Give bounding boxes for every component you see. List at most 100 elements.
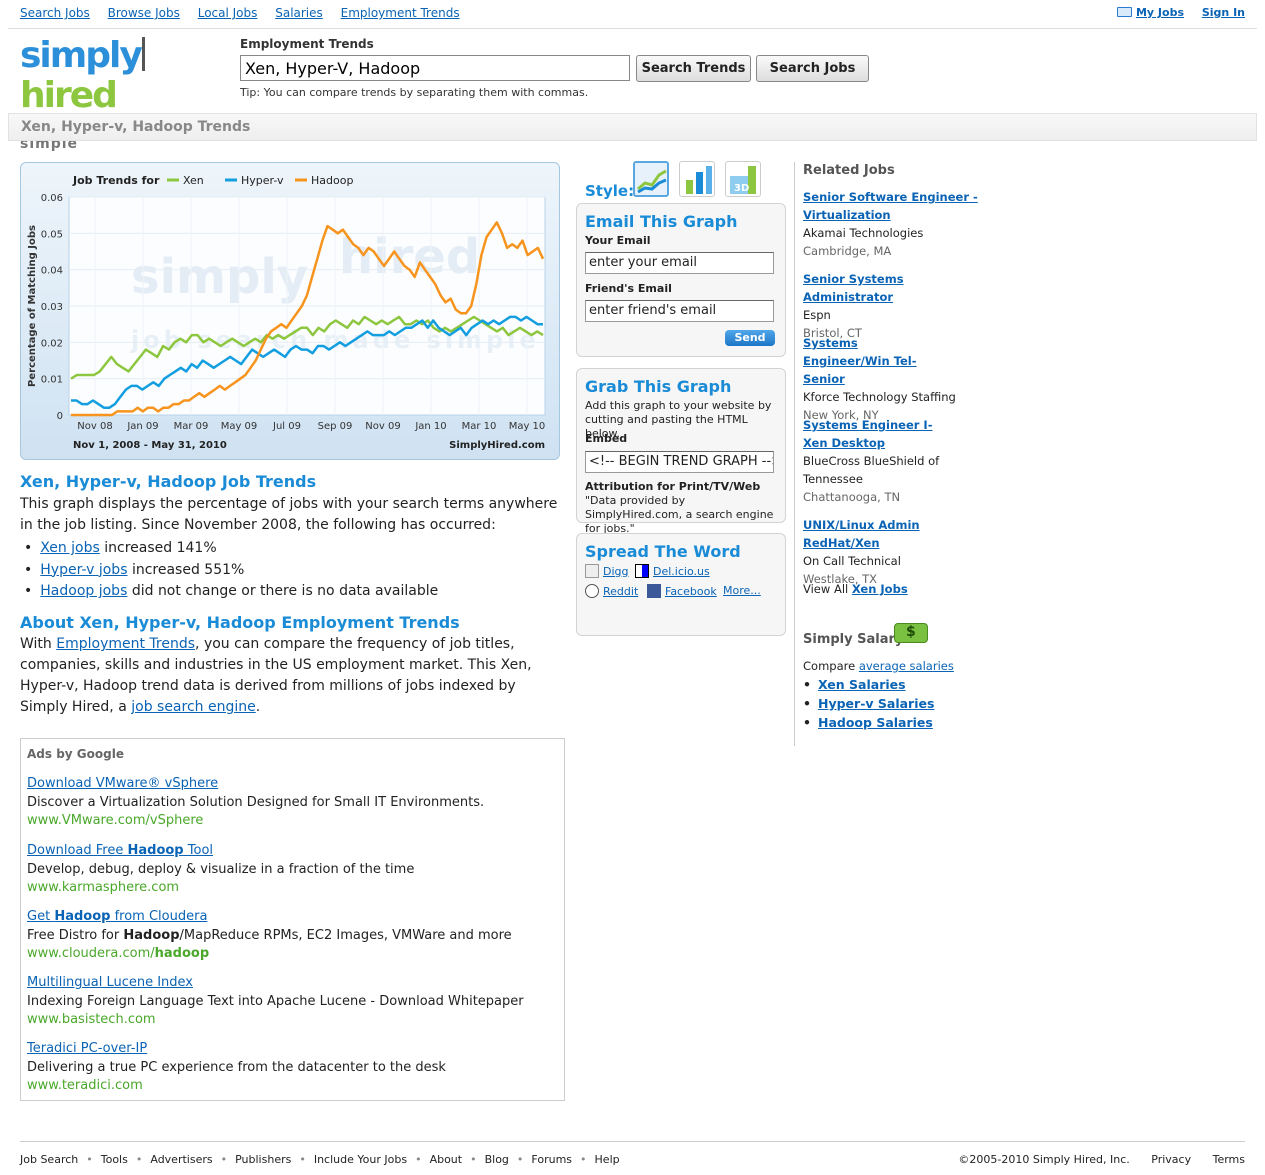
reddit-share[interactable]: Reddit xyxy=(585,584,638,598)
footer-link[interactable]: Forums xyxy=(531,1153,573,1166)
hyperv-salaries-link[interactable]: Hyper-v Salaries xyxy=(818,696,935,711)
top-nav: Search Jobs Browse Jobs Local Jobs Salar… xyxy=(20,6,1245,22)
page-title-band: Xen, Hyper-v, Hadoop Trends xyxy=(8,113,1257,141)
ad-url[interactable]: www.cloudera.com/hadoop xyxy=(27,946,210,961)
nav-local-jobs[interactable]: Local Jobs xyxy=(197,6,258,20)
x-tick-label: Sep 09 xyxy=(318,421,353,432)
trends-section-title: Xen, Hyper-v, Hadoop Job Trends xyxy=(20,472,317,491)
terms-link[interactable]: Terms xyxy=(1212,1153,1245,1166)
privacy-link[interactable]: Privacy xyxy=(1151,1153,1192,1166)
nav-search-jobs[interactable]: Search Jobs xyxy=(20,6,90,20)
grab-graph-box: Grab This Graph Add this graph to your w… xyxy=(576,368,786,535)
footer-link[interactable]: Help xyxy=(594,1153,620,1166)
more-link[interactable]: More... xyxy=(723,584,761,597)
style-bar-button[interactable] xyxy=(679,161,715,197)
nav-employment-trends[interactable]: Employment Trends xyxy=(340,6,460,20)
xen-trend-text: increased 141% xyxy=(99,540,217,556)
digg-link[interactable]: Digg xyxy=(603,565,629,578)
ad-url[interactable]: www.karmasphere.com xyxy=(27,880,180,895)
job-title-link[interactable]: Systems Engineer/Win Tel-Senior xyxy=(803,336,917,386)
footer-links: Job Search • Tools • Advertisers • Publishers •… xyxy=(20,1153,620,1166)
trends-search-input[interactable] xyxy=(240,55,630,81)
grab-description: Add this graph to your website by cuttin… xyxy=(585,399,772,440)
style-line-button[interactable] xyxy=(633,161,669,197)
hadoop-jobs-link[interactable]: Hadoop jobs xyxy=(40,583,128,599)
footer-link[interactable]: About xyxy=(429,1153,463,1166)
ad-description: Develop, debug, deploy & visualize in a … xyxy=(27,862,415,877)
x-tick-label: Mar 09 xyxy=(174,421,209,432)
nav-salaries[interactable]: Salaries xyxy=(275,6,323,20)
x-tick-label: Jul 09 xyxy=(272,421,301,432)
footer-link[interactable]: Publishers xyxy=(235,1153,292,1166)
send-button[interactable]: Send xyxy=(725,330,775,346)
job-search-engine-link[interactable]: job search engine xyxy=(131,699,256,715)
search-jobs-button[interactable]: Search Jobs xyxy=(756,55,869,82)
list-item: Xen Salaries xyxy=(803,675,934,694)
trend-list: Xen jobs increased 141% Hyper-v jobs inc… xyxy=(24,538,438,603)
ad-title-link[interactable]: Multilingual Lucene Index xyxy=(27,975,193,990)
my-jobs-link[interactable]: My Jobs xyxy=(1135,6,1184,19)
x-tick-label: Nov 09 xyxy=(365,421,400,432)
job-title-link[interactable]: Senior Software Engineer - Virtualizatio… xyxy=(803,190,978,222)
delicious-share[interactable]: Del.icio.us xyxy=(635,564,710,578)
nav-browse-jobs[interactable]: Browse Jobs xyxy=(107,6,180,20)
footer-link[interactable]: Include Your Jobs xyxy=(313,1153,408,1166)
ad-item: Get Hadoop from Cloudera Free Distro for … xyxy=(27,908,557,963)
view-all-xen-jobs-link[interactable]: Xen Jobs xyxy=(851,582,908,596)
hadoop-trend-text: did not change or there is no data avail… xyxy=(127,583,439,599)
job-title-link[interactable]: UNIX/Linux Admin RedHat/Xen xyxy=(803,518,920,550)
embed-code-input[interactable]: <!-- BEGIN TREND GRAPH --><d xyxy=(585,451,774,473)
right-column-divider xyxy=(794,162,795,746)
related-job-4: Systems Engineer I- Xen Desktop BlueCros… xyxy=(803,416,993,506)
copyright: ©2005-2010 Simply Hired, Inc. xyxy=(958,1153,1130,1166)
friend-email-input[interactable]: enter friend's email xyxy=(585,300,774,322)
compare-prefix: Compare xyxy=(803,659,859,673)
footer-link[interactable]: Advertisers xyxy=(150,1153,213,1166)
your-email-input[interactable]: enter your email xyxy=(585,252,774,274)
ad-url[interactable]: www.basistech.com xyxy=(27,1012,156,1027)
y-axis-label: Percentage of Matching Jobs xyxy=(27,225,38,387)
3d-label: 3D xyxy=(734,183,749,194)
ad-url[interactable]: www.VMware.com/vSphere xyxy=(27,813,204,828)
more-share[interactable]: More... xyxy=(723,584,761,597)
spread-word-box: Spread The Word Digg Del.icio.us Reddit … xyxy=(576,533,786,636)
chart-title: Job Trends for xyxy=(72,174,160,187)
employment-trends-link[interactable]: Employment Trends xyxy=(56,636,196,652)
ad-description: Free Distro for Hadoop/MapReduce RPMs, E… xyxy=(27,928,512,943)
job-title-link[interactable]: Senior Systems Administrator xyxy=(803,272,904,304)
ad-title-link[interactable]: Download VMware® vSphere xyxy=(27,776,219,791)
footer-link[interactable]: Blog xyxy=(484,1153,509,1166)
reddit-link[interactable]: Reddit xyxy=(603,585,639,598)
facebook-share[interactable]: Facebook xyxy=(647,584,717,598)
footer-link[interactable]: Job Search xyxy=(20,1153,79,1166)
footer-separator: • xyxy=(220,1153,228,1166)
list-item: Xen jobs increased 141% xyxy=(24,538,438,560)
delicious-link[interactable]: Del.icio.us xyxy=(653,565,710,578)
xen-salaries-link[interactable]: Xen Salaries xyxy=(818,677,906,692)
facebook-link[interactable]: Facebook xyxy=(665,585,717,598)
digg-share[interactable]: Digg xyxy=(585,564,629,578)
footer-link[interactable]: Tools xyxy=(100,1153,128,1166)
legend-label: Xen xyxy=(183,174,204,187)
ad-title-link[interactable]: Download Free Hadoop Tool xyxy=(27,843,214,858)
delicious-icon xyxy=(635,564,649,578)
job-company: On Call Technical xyxy=(803,554,901,568)
ad-url[interactable]: www.teradici.com xyxy=(27,1078,143,1093)
search-trends-button[interactable]: Search Trends xyxy=(636,55,751,82)
ad-title-link[interactable]: Get Hadoop from Cloudera xyxy=(27,909,208,924)
job-title-link[interactable]: Systems Engineer I- Xen Desktop xyxy=(803,418,933,450)
ad-title-link[interactable]: Teradici PC-over-IP xyxy=(27,1041,148,1056)
legend-label: Hadoop xyxy=(311,174,353,187)
sign-in-link[interactable]: Sign In xyxy=(1201,6,1245,19)
xen-jobs-link[interactable]: Xen jobs xyxy=(40,540,100,556)
friend-email-label: Friend's Email xyxy=(585,282,672,295)
style-3d-button[interactable]: 3D xyxy=(725,161,761,197)
ad-item: Multilingual Lucene Index Indexing Foreig… xyxy=(27,974,557,1029)
simplyhired-logo[interactable]: simplyhired job search made simple xyxy=(20,36,220,153)
hadoop-salaries-link[interactable]: Hadoop Salaries xyxy=(818,715,933,730)
list-item: Hyper-v jobs increased 551% xyxy=(24,560,438,582)
y-tick-label: 0.06 xyxy=(41,193,63,204)
average-salaries-link[interactable]: average salaries xyxy=(858,659,954,673)
hyperv-jobs-link[interactable]: Hyper-v jobs xyxy=(40,561,128,578)
